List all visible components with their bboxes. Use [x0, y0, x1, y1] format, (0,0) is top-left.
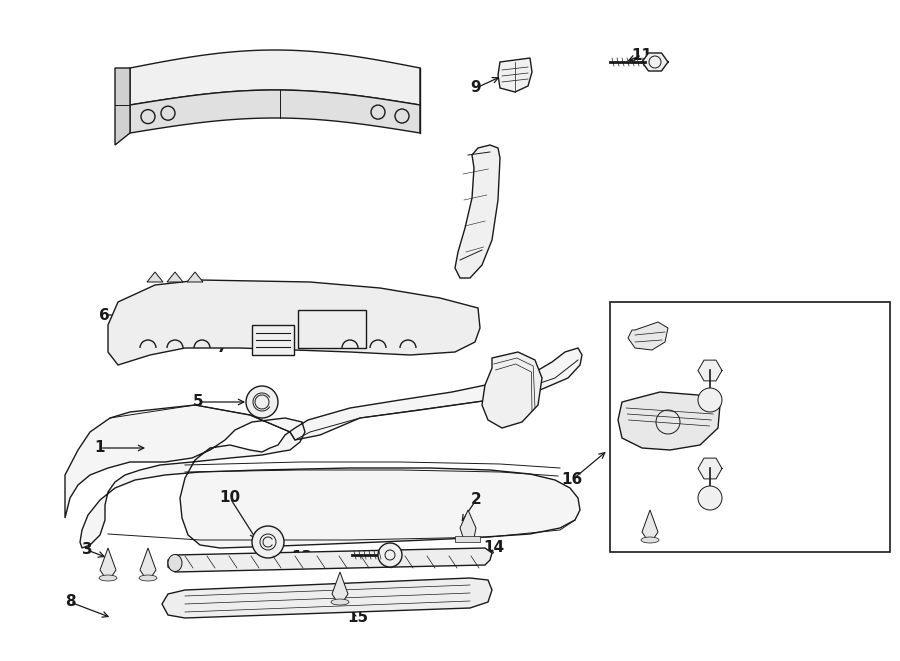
Text: 15: 15 [347, 611, 369, 625]
Polygon shape [628, 322, 668, 350]
Polygon shape [642, 53, 668, 71]
Circle shape [378, 543, 402, 567]
Circle shape [246, 386, 278, 418]
Circle shape [252, 526, 284, 558]
Polygon shape [130, 50, 420, 105]
Text: 17: 17 [719, 446, 741, 461]
Text: 12: 12 [472, 184, 492, 200]
Circle shape [698, 486, 722, 510]
Polygon shape [455, 536, 480, 542]
Polygon shape [332, 572, 348, 600]
Polygon shape [115, 68, 130, 145]
Polygon shape [482, 352, 542, 428]
Text: 2: 2 [471, 492, 482, 508]
Text: 16: 16 [562, 473, 582, 488]
Polygon shape [130, 90, 420, 133]
Polygon shape [167, 272, 183, 282]
Text: 14: 14 [483, 541, 505, 555]
Ellipse shape [139, 575, 157, 581]
Polygon shape [65, 348, 582, 548]
Bar [252, 325, 294, 355]
Polygon shape [498, 58, 532, 92]
Text: 8: 8 [65, 594, 76, 609]
Polygon shape [140, 548, 156, 576]
Text: 19: 19 [719, 327, 741, 342]
Polygon shape [618, 392, 720, 450]
Ellipse shape [641, 537, 659, 543]
Polygon shape [162, 578, 492, 618]
Text: 4: 4 [491, 358, 502, 373]
Text: 7: 7 [217, 340, 228, 356]
Polygon shape [642, 510, 658, 538]
Bar [298, 310, 366, 348]
Text: 5: 5 [193, 395, 203, 410]
Polygon shape [698, 360, 722, 381]
Text: 18: 18 [719, 500, 741, 516]
Polygon shape [147, 272, 163, 282]
Polygon shape [168, 548, 492, 572]
Ellipse shape [331, 599, 349, 605]
Circle shape [698, 388, 722, 412]
Text: 13: 13 [292, 551, 312, 566]
Ellipse shape [99, 575, 117, 581]
Text: 1: 1 [94, 440, 105, 455]
Text: 3: 3 [82, 543, 93, 557]
Text: 11: 11 [632, 48, 652, 63]
Text: 6: 6 [99, 307, 110, 323]
Bar [610, 302, 890, 552]
Text: 10: 10 [220, 490, 240, 506]
Ellipse shape [168, 555, 182, 572]
Text: 9: 9 [471, 81, 482, 95]
Polygon shape [108, 280, 480, 365]
Polygon shape [187, 272, 203, 282]
Polygon shape [100, 548, 116, 576]
Polygon shape [698, 458, 722, 479]
Polygon shape [455, 145, 500, 278]
Polygon shape [460, 510, 476, 540]
